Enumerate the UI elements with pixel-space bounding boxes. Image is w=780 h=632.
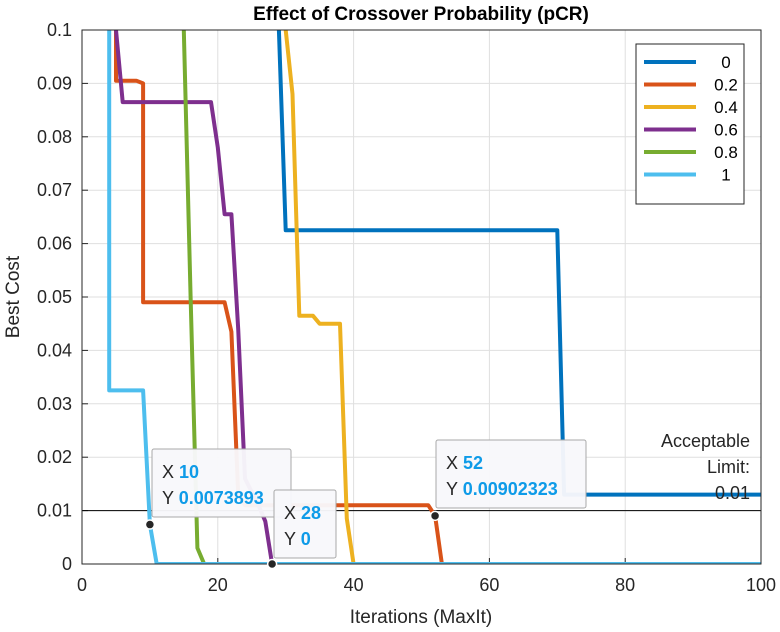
legend: 0 0.2 0.4 0.6 0.8 1: [635, 43, 745, 205]
datatip[interactable]: X 10Y 0.0073893: [144, 448, 292, 530]
datatip[interactable]: X 28Y 0: [266, 489, 337, 570]
x-tick-labels: 0 20 40 60 80 100: [77, 575, 776, 595]
x-tick-label: 20: [208, 575, 228, 595]
y-tick-label: 0.1: [47, 20, 72, 40]
y-tick-label: 0.09: [37, 73, 72, 93]
legend-label: 0: [721, 53, 730, 72]
legend-label: 0.6: [714, 121, 738, 140]
datatip-y-row: Y 0.00902323: [446, 479, 558, 499]
x-tick-label: 60: [479, 575, 499, 595]
datatip-box: [151, 448, 292, 518]
datatip-x-row: X 52: [446, 453, 483, 473]
y-tick-label: 0.01: [37, 501, 72, 521]
annotation-line-3: 0.01: [715, 483, 750, 503]
datatip-x-value: 10: [179, 462, 199, 482]
datatip-y-label: Y: [162, 488, 179, 508]
y-tick-label: 0: [62, 554, 72, 574]
datatip-y-label: Y: [446, 479, 463, 499]
x-tick-label: 100: [746, 575, 776, 595]
y-axis-label: Best Cost: [3, 255, 24, 338]
datatip[interactable]: X 52Y 0.00902323: [429, 439, 587, 522]
datatip-x-label: X: [284, 503, 301, 523]
legend-box: [635, 43, 745, 205]
datatip-marker: [144, 519, 156, 530]
y-tick-label: 0.03: [37, 394, 72, 414]
y-tick-label: 0.02: [37, 447, 72, 467]
legend-label: 0.2: [714, 76, 738, 95]
datatip-x-value: 52: [463, 453, 483, 473]
datatip-x-value: 28: [301, 503, 321, 523]
series-line-1: [107, 30, 761, 564]
series-line-0.8: [181, 30, 761, 564]
legend-label: 0.4: [714, 98, 738, 117]
datatip-box: [273, 489, 337, 559]
acceptable-limit-annotation: Acceptable Limit: 0.01: [661, 431, 750, 503]
y-tick-label: 0.06: [37, 234, 72, 254]
datatip-y-value: 0: [301, 529, 311, 549]
legend-label: 1: [721, 166, 730, 185]
datatip-x-row: X 28: [284, 503, 321, 523]
series-line-0: [276, 30, 761, 497]
x-tick-label: 80: [615, 575, 635, 595]
datatip-marker: [429, 510, 441, 522]
y-tick-label: 0.07: [37, 180, 72, 200]
datatip-y-row: Y 0: [284, 529, 311, 549]
x-axis-label: Iterations (MaxIt): [350, 607, 493, 628]
y-tick-label: 0.08: [37, 127, 72, 147]
legend-label: 0.8: [714, 143, 738, 162]
x-tick-label: 40: [344, 575, 364, 595]
y-tick-label: 0.04: [37, 340, 72, 360]
y-tick-label: 0.05: [37, 287, 72, 307]
datatip-x-row: X 10: [162, 462, 199, 482]
datatip-y-value: 0.0073893: [179, 488, 264, 508]
datatip-y-label: Y: [284, 529, 301, 549]
datatip-marker: [266, 558, 278, 570]
y-tick-labels: 0 0.01 0.02 0.03 0.04 0.05 0.06 0.07 0.08 0.09 0.1: [37, 20, 72, 574]
chart-title: Effect of Crossover Probability (pCR): [253, 4, 589, 25]
plot-frame: [81, 29, 762, 565]
series-line-0.6: [114, 30, 761, 564]
datatip-x-label: X: [162, 462, 179, 482]
annotation-line-1: Acceptable: [661, 431, 750, 451]
annotation-line-2: Limit:: [707, 457, 750, 477]
x-tick-label: 0: [77, 575, 87, 595]
datatip-y-value: 0.00902323: [463, 479, 558, 499]
series-line-0.4: [283, 30, 761, 564]
datatip-box: [435, 439, 587, 509]
datatip-y-row: Y 0.0073893: [162, 488, 264, 508]
datatip-x-label: X: [446, 453, 463, 473]
